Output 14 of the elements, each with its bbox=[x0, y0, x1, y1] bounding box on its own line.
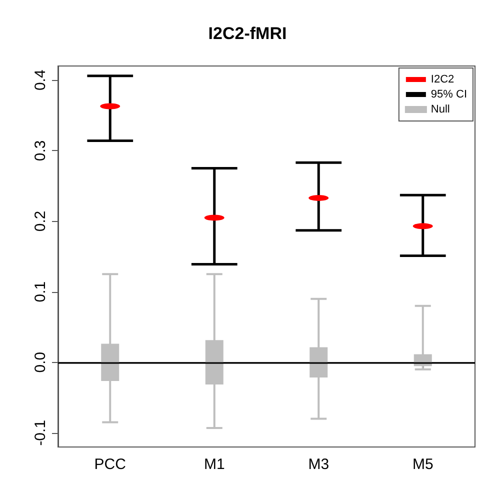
y-tick-label: 0.0 bbox=[32, 352, 49, 373]
legend-label: 95% CI bbox=[430, 88, 468, 100]
x-tick-label: M5 bbox=[412, 456, 434, 473]
legend-label: Null bbox=[430, 104, 450, 116]
y-tick-label: 0.2 bbox=[32, 210, 49, 232]
legend-label: I2C2 bbox=[430, 74, 454, 86]
x-tick-label: M1 bbox=[204, 456, 225, 473]
chart-title: I2C2-fMRI bbox=[208, 24, 287, 43]
y-tick-label: 0.1 bbox=[32, 281, 49, 302]
y-tick-label: 0.4 bbox=[32, 70, 49, 91]
y-tick-label: -0.1 bbox=[32, 420, 49, 446]
x-tick-label: M3 bbox=[308, 456, 330, 473]
x-tick-label: PCC bbox=[94, 456, 126, 473]
y-tick-label: 0.3 bbox=[32, 140, 49, 162]
